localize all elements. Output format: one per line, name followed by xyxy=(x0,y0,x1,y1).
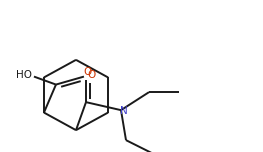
Text: HO: HO xyxy=(16,70,32,80)
Text: O: O xyxy=(87,70,95,80)
Text: O: O xyxy=(83,67,91,77)
Text: N: N xyxy=(120,106,128,116)
